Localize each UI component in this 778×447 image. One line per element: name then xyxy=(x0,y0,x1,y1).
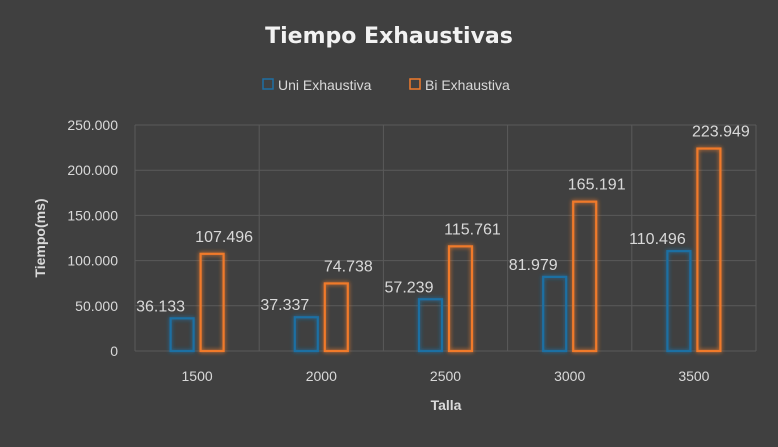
bar-bi-3000 xyxy=(572,200,598,353)
bar-uni-3500 xyxy=(666,250,692,353)
x-tick-label: 2500 xyxy=(430,368,461,384)
data-label: 36.133 xyxy=(136,298,185,315)
bar-uni-2500 xyxy=(417,298,444,353)
bar-uni-2000 xyxy=(293,316,319,353)
data-label: 110.496 xyxy=(629,231,686,248)
bar-bi-3500 xyxy=(696,147,722,353)
legend-swatch xyxy=(409,78,421,90)
bars xyxy=(169,147,722,353)
y-axis-label: Tiempo(ms) xyxy=(32,198,48,277)
x-axis-label: Talla xyxy=(431,397,462,413)
grid-lines xyxy=(134,124,757,352)
y-tick-label: 250.000 xyxy=(67,117,118,133)
legend-label: Uni Exhaustiva xyxy=(278,77,372,93)
y-tick-label: 100.000 xyxy=(67,253,118,269)
bar-bi-2000 xyxy=(323,282,349,353)
data-label: 81.979 xyxy=(509,257,558,274)
bar-bi-1500 xyxy=(199,252,225,353)
bar-uni-3000 xyxy=(542,275,568,353)
data-label: 37.337 xyxy=(260,297,309,314)
data-label: 165.191 xyxy=(568,177,626,194)
y-axis-ticks: 0 50.000 100.000 150.000 200.000 250.000 xyxy=(67,117,118,359)
legend-label: Bi Exhaustiva xyxy=(425,77,510,93)
x-tick-label: 3500 xyxy=(678,368,709,384)
legend-swatch xyxy=(262,78,274,90)
data-label: 223.949 xyxy=(692,124,750,141)
chart-title: Tiempo Exhaustivas xyxy=(265,24,513,49)
y-tick-label: 150.000 xyxy=(67,207,118,223)
y-tick-label: 50.000 xyxy=(75,298,118,314)
data-label: 115.761 xyxy=(444,221,501,238)
legend: Uni Exhaustiva Bi Exhaustiva xyxy=(262,77,510,93)
x-axis-ticks: 1500 2000 2500 3000 3500 xyxy=(182,368,710,384)
y-tick-label: 0 xyxy=(110,343,118,359)
x-tick-label: 3000 xyxy=(554,368,585,384)
bar-bi-2500 xyxy=(447,245,474,353)
x-tick-label: 1500 xyxy=(182,368,213,384)
x-tick-label: 2000 xyxy=(306,368,337,384)
y-tick-label: 200.000 xyxy=(67,162,118,178)
data-label: 57.239 xyxy=(385,279,434,296)
data-labels: 36.133 37.337 57.239 81.979 110.496 107.496 74… xyxy=(136,124,750,316)
bar-uni-1500 xyxy=(169,317,195,353)
data-label: 107.496 xyxy=(195,229,253,246)
data-label: 74.738 xyxy=(324,258,373,275)
